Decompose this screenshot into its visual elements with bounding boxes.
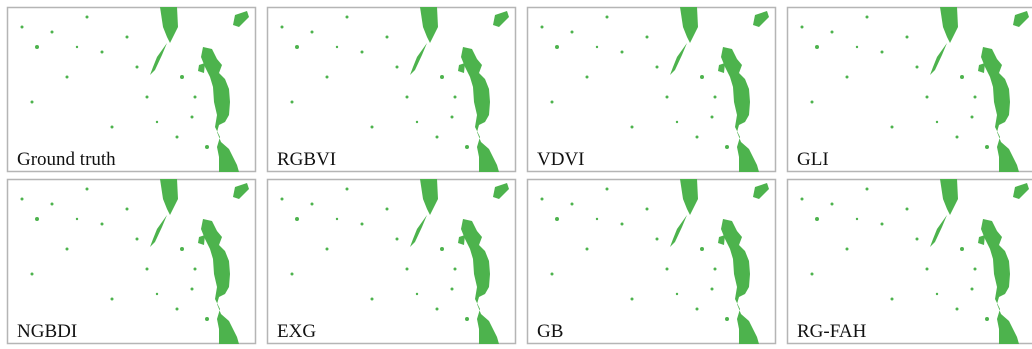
panel: GB bbox=[528, 179, 776, 344]
panel: EXG bbox=[268, 179, 516, 344]
panel-label: NGBDI bbox=[17, 321, 77, 342]
panel-label: RGBVI bbox=[277, 149, 336, 170]
panel-label: Ground truth bbox=[17, 149, 116, 170]
panel: Ground truth bbox=[8, 7, 256, 172]
panel: NGBDI bbox=[8, 179, 256, 344]
panel-label: GB bbox=[537, 321, 563, 342]
panel: RGBVI bbox=[268, 7, 516, 172]
panel-label: RG-FAH bbox=[797, 321, 867, 342]
panel-label: EXG bbox=[277, 321, 316, 342]
panel: GLI bbox=[788, 7, 1032, 172]
panel-label: VDVI bbox=[537, 149, 585, 170]
panel: VDVI bbox=[528, 7, 776, 172]
figure: Ground truth RGBVI VDVI GLI NGBDI EXG GB RG-FAH bbox=[0, 0, 1032, 349]
panel-label: GLI bbox=[797, 149, 829, 170]
panel: RG-FAH bbox=[788, 179, 1032, 344]
